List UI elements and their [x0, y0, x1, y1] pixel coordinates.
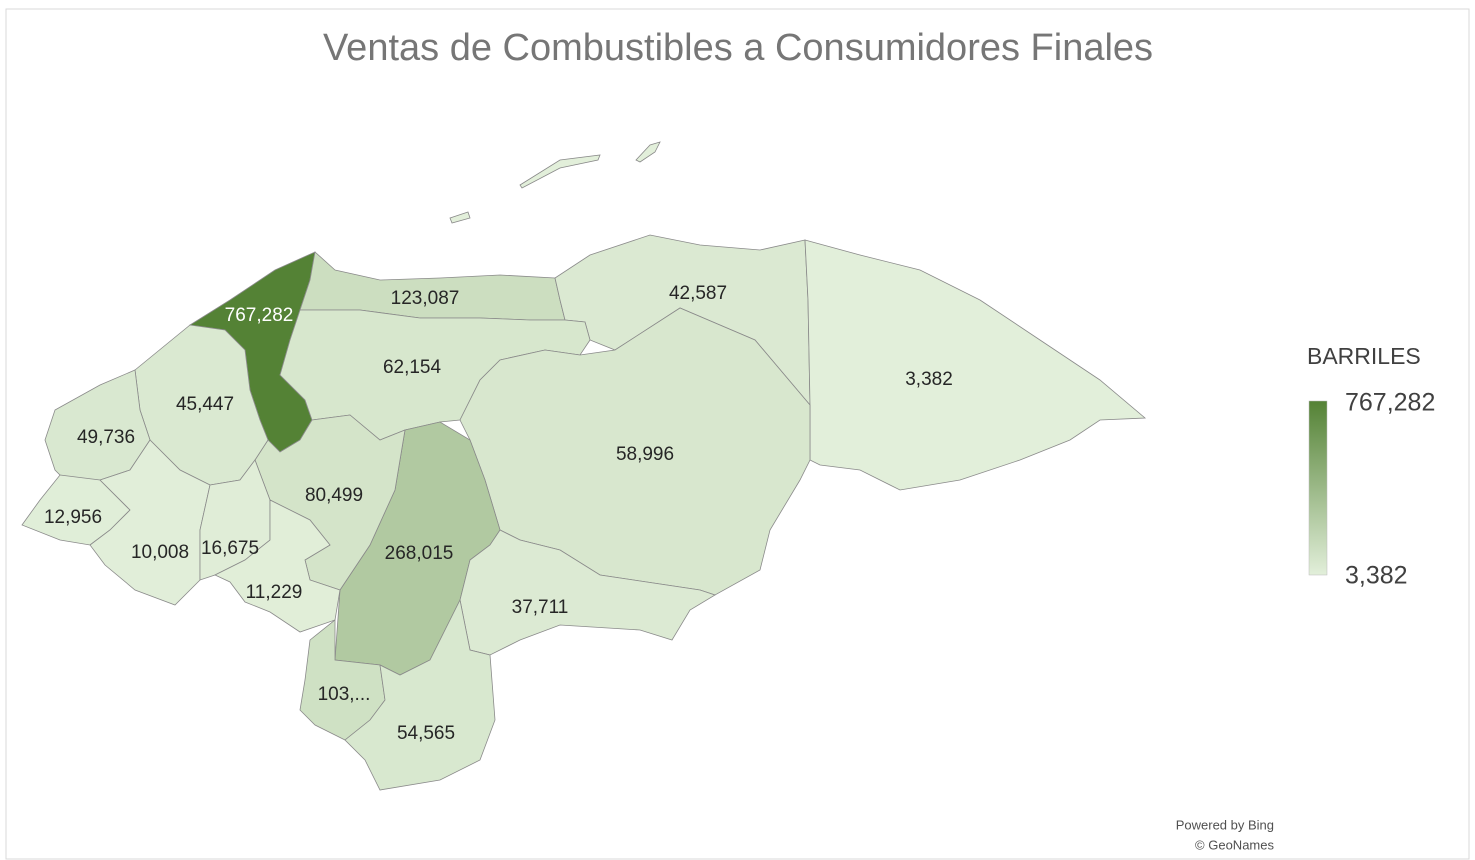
legend-title: BARRILES [1307, 343, 1421, 369]
region-label: 80,499 [305, 485, 363, 506]
attribution: Powered by Bing [1176, 817, 1274, 832]
region-label: 268,015 [385, 543, 454, 564]
regions [21, 234, 1147, 791]
region-label: 58,996 [616, 444, 674, 465]
region-label: 10,008 [131, 542, 189, 563]
region [344, 598, 496, 791]
region-label: 45,447 [176, 394, 234, 415]
region-label: 62,154 [383, 357, 442, 378]
region-label: 37,711 [512, 597, 569, 618]
region-label: 42,587 [669, 283, 727, 304]
region-label: 103,... [318, 684, 371, 705]
islands [449, 141, 661, 224]
attribution: © GeoNames [1195, 837, 1274, 852]
legend-max-label: 767,282 [1345, 389, 1435, 417]
legend-gradient [1308, 400, 1328, 576]
region-label: 123,087 [391, 288, 460, 309]
region-label: 16,675 [201, 538, 259, 559]
legend-min-label: 3,382 [1345, 562, 1408, 590]
region-label: 767,282 [225, 305, 294, 326]
region [459, 529, 716, 656]
region-label: 3,382 [905, 369, 953, 390]
region [89, 439, 211, 606]
region-label: 11,229 [246, 582, 303, 603]
region-label: 12,956 [44, 507, 102, 528]
island [519, 154, 601, 189]
island [635, 141, 661, 163]
region-labels: 767,282 123,087 42,587 3,382 62,154 58,996 268… [44, 283, 953, 744]
region-label: 54,565 [397, 723, 455, 744]
island [449, 211, 471, 224]
chart-title: Ventas de Combustibles a Consumidores Fi… [323, 27, 1153, 69]
region-label: 49,736 [77, 427, 135, 448]
region [214, 499, 341, 633]
